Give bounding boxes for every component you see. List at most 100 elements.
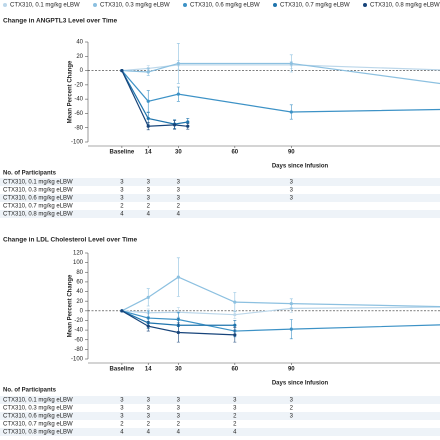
table-cell: 3 bbox=[120, 414, 124, 420]
table-cell: 4 bbox=[120, 212, 124, 218]
series-line bbox=[121, 276, 440, 312]
table-cell: 4 bbox=[120, 430, 124, 436]
y-axis-label: Mean Percent Change bbox=[68, 274, 74, 337]
table-row-band bbox=[0, 428, 440, 436]
data-point bbox=[233, 323, 237, 327]
y-tick-label: 40 bbox=[76, 40, 83, 46]
table-cell: 3 bbox=[177, 398, 181, 404]
series-line bbox=[121, 70, 188, 125]
data-point bbox=[186, 120, 190, 124]
table-cell: 3 bbox=[120, 188, 124, 194]
table-cell: 3 bbox=[120, 406, 124, 412]
table-cell: 3 bbox=[177, 414, 181, 420]
y-tick-label: -60 bbox=[74, 337, 83, 343]
legend-label: CTX310, 0.6 mg/kg eLBW bbox=[190, 3, 260, 9]
table-cell: 3 bbox=[290, 180, 294, 186]
table-cell: 3 bbox=[290, 188, 294, 194]
series-line bbox=[121, 310, 235, 336]
legend-label: CTX310, 0.7 mg/kg eLBW bbox=[280, 3, 350, 9]
data-point bbox=[289, 61, 293, 66]
series-line bbox=[121, 62, 440, 85]
table-cell: 3 bbox=[147, 398, 151, 404]
series-line bbox=[121, 310, 440, 332]
panel-title: Change in ANGPTL3 Level over Time bbox=[3, 18, 118, 25]
table-cell: 4 bbox=[147, 212, 151, 218]
table-cell: 4 bbox=[177, 430, 181, 436]
table-cell: 2 bbox=[233, 422, 237, 428]
table-row-label: CTX310, 0.3 mg/kg eLBW bbox=[3, 406, 73, 412]
table-row-label: CTX310, 0.3 mg/kg eLBW bbox=[3, 188, 73, 194]
x-tick-label: 90 bbox=[288, 150, 295, 156]
table-cell: 3 bbox=[147, 414, 151, 420]
y-tick-label: -80 bbox=[74, 347, 83, 353]
y-tick-label: 0 bbox=[80, 68, 84, 74]
data-point bbox=[146, 116, 150, 121]
table-cell: 3 bbox=[147, 196, 151, 202]
legend-label: CTX310, 0.8 mg/kg eLBW bbox=[370, 3, 440, 9]
data-point bbox=[289, 327, 293, 331]
data-point bbox=[233, 333, 237, 337]
table-cell: 3 bbox=[120, 398, 124, 404]
x-axis-label: Days since Infusion bbox=[272, 381, 329, 387]
data-point bbox=[233, 300, 237, 304]
table-cell: 2 bbox=[290, 406, 294, 412]
table-row-label: CTX310, 0.1 mg/kg eLBW bbox=[3, 398, 73, 404]
table-row-band bbox=[0, 210, 440, 218]
y-tick-label: -100 bbox=[71, 140, 84, 146]
y-tick-label: -60 bbox=[74, 111, 83, 117]
table-cell: 2 bbox=[233, 414, 237, 420]
legend-marker bbox=[273, 3, 277, 7]
data-point bbox=[186, 124, 190, 128]
y-tick-label: 0 bbox=[80, 308, 84, 314]
x-tick-label: 60 bbox=[231, 367, 238, 373]
table-cell: 2 bbox=[177, 204, 181, 210]
y-tick-label: -20 bbox=[74, 318, 83, 324]
panel-title: Change in LDL Cholesterol Level over Tim… bbox=[3, 237, 138, 244]
table-cell: 4 bbox=[177, 212, 181, 218]
x-tick-label: 90 bbox=[288, 367, 295, 373]
table-cell: 3 bbox=[290, 414, 294, 420]
legend-marker bbox=[363, 3, 367, 7]
table-cell: 3 bbox=[120, 180, 124, 186]
legend-marker bbox=[3, 3, 7, 7]
data-point bbox=[176, 275, 180, 279]
table-cell: 4 bbox=[147, 430, 151, 436]
x-tick-label: 14 bbox=[145, 150, 152, 156]
x-tick-label: 14 bbox=[145, 367, 152, 373]
table-title: No. of Participants bbox=[3, 388, 57, 394]
table-row-label: CTX310, 0.7 mg/kg eLBW bbox=[3, 422, 73, 428]
table-cell: 3 bbox=[177, 180, 181, 186]
y-tick-label: -100 bbox=[71, 357, 84, 363]
plot-area bbox=[120, 43, 440, 131]
table-row-label: CTX310, 0.6 mg/kg eLBW bbox=[3, 196, 73, 202]
data-point bbox=[176, 61, 180, 66]
data-point bbox=[172, 123, 177, 127]
table-cell: 3 bbox=[147, 180, 151, 186]
data-point bbox=[289, 110, 293, 114]
data-point bbox=[176, 92, 180, 96]
table-cell: 3 bbox=[290, 398, 294, 404]
table-cell: 2 bbox=[120, 204, 124, 210]
x-tick-label: 60 bbox=[231, 150, 238, 156]
table-row-label: CTX310, 0.1 mg/kg eLBW bbox=[3, 180, 73, 186]
table-cell: 3 bbox=[177, 196, 181, 202]
table-cell: 2 bbox=[177, 422, 181, 428]
y-tick-label: -80 bbox=[74, 125, 83, 131]
table-cell: 3 bbox=[233, 398, 237, 404]
legend-marker bbox=[183, 3, 187, 7]
y-tick-label: 80 bbox=[76, 270, 83, 276]
table-row-label: CTX310, 0.8 mg/kg eLBW bbox=[3, 212, 73, 218]
y-tick-label: 40 bbox=[76, 289, 83, 295]
table-row-label: CTX310, 0.6 mg/kg eLBW bbox=[3, 414, 73, 420]
data-point bbox=[146, 324, 150, 328]
table-cell: 3 bbox=[233, 406, 237, 412]
data-point bbox=[120, 309, 124, 313]
table-cell: 3 bbox=[290, 196, 294, 202]
x-axis-label: Days since Infusion bbox=[272, 164, 329, 170]
y-tick-label: 20 bbox=[76, 299, 83, 305]
y-tick-label: -20 bbox=[74, 82, 83, 88]
table-cell: 2 bbox=[147, 422, 151, 428]
y-tick-label: 120 bbox=[73, 251, 84, 257]
y-tick-label: -40 bbox=[74, 97, 83, 103]
table-cell: 4 bbox=[233, 430, 237, 436]
